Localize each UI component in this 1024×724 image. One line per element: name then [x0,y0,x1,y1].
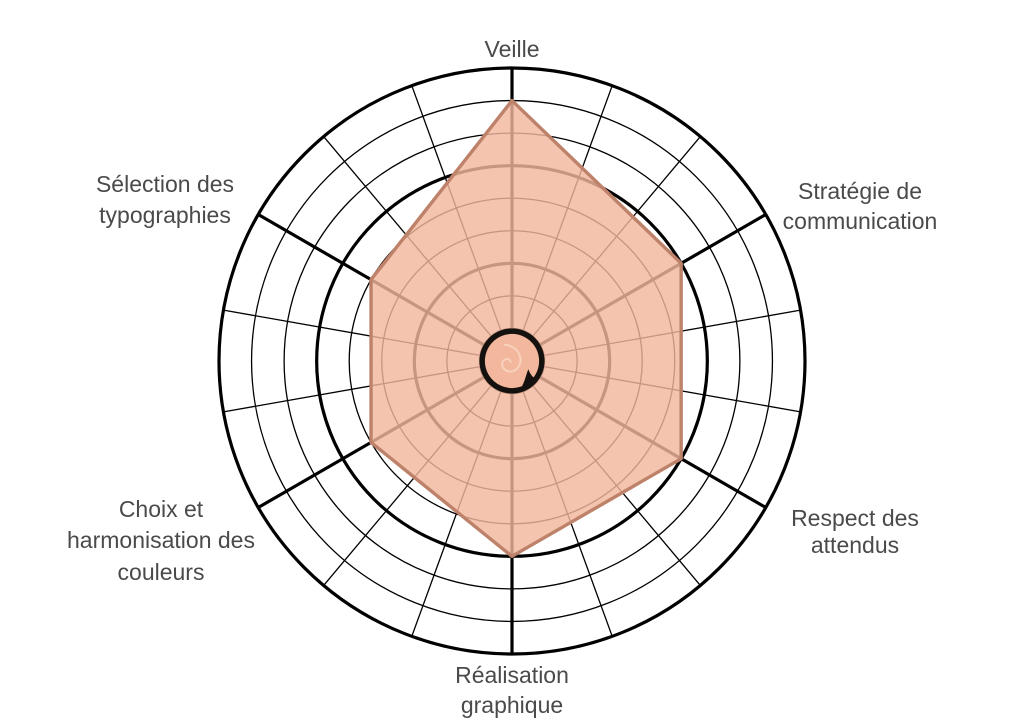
svg-text:Réalisation: Réalisation [455,662,569,688]
svg-text:Stratégie de: Stratégie de [798,178,922,204]
svg-text:attendus: attendus [811,532,899,558]
svg-text:Choix et: Choix et [119,496,204,522]
svg-text:Respect des: Respect des [791,505,919,531]
svg-text:harmonisation des: harmonisation des [67,527,255,553]
svg-text:Sélection des: Sélection des [96,171,234,197]
svg-text:typographies: typographies [99,202,231,228]
svg-text:graphique: graphique [461,692,563,718]
svg-text:Veille: Veille [485,36,540,62]
svg-text:couleurs: couleurs [118,559,205,585]
svg-text:communication: communication [783,208,938,234]
